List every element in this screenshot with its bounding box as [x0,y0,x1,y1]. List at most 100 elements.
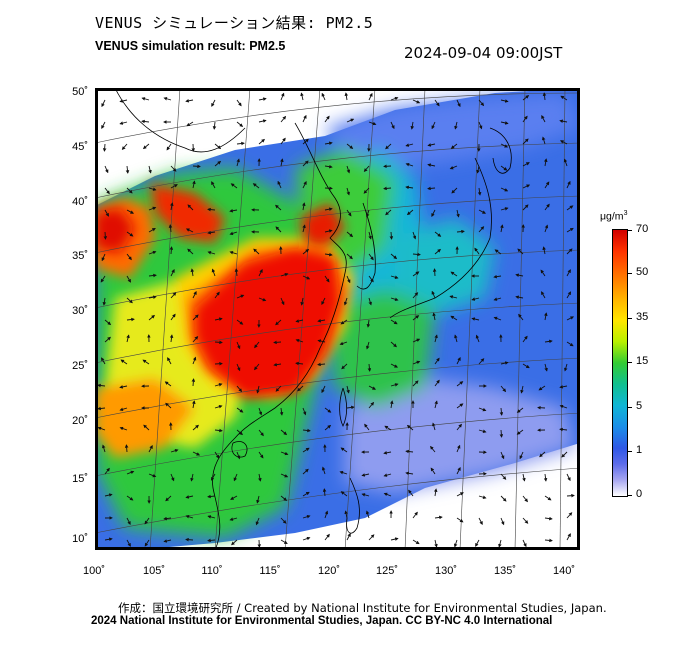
wind-arrow [236,319,244,325]
wind-arrow [211,181,216,189]
lat-label-20: 20˚ [72,415,88,427]
wind-arrow [478,99,485,107]
wind-arrow [258,119,267,123]
wind-arrow [559,404,568,409]
wind-arrow [126,334,130,343]
wind-arrow [542,92,547,101]
wind-arrow [560,140,568,145]
wind-arrow [368,401,375,409]
wind-arrow [231,539,238,546]
wind-arrow [126,495,134,501]
wind-arrow [522,115,528,123]
wind-arrow [561,451,568,458]
wind-arrow [252,183,260,189]
wind-arrow [126,470,135,475]
wind-arrow [431,290,436,299]
wind-arrow [170,202,174,211]
wind-arrow [295,319,304,323]
wind-arrow [101,253,106,262]
wind-arrow [544,495,552,501]
wind-arrow [214,143,222,150]
wind-arrow [324,275,330,283]
wind-arrow [97,426,106,431]
wind-arrow [368,297,372,306]
wind-arrow [119,426,128,431]
wind-arrow [230,495,238,500]
wind-arrow [144,539,150,547]
wind-arrow [474,247,480,255]
wind-arrow [236,121,244,127]
wind-arrow [214,340,223,345]
concentration-field [95,88,580,550]
wind-arrow [516,429,524,435]
wind-arrow [434,231,442,237]
wind-arrow [427,186,436,191]
wind-arrow [295,361,304,366]
wind-arrow [500,207,509,211]
wind-arrow [434,99,440,107]
lon-label-105: 105˚ [142,565,166,577]
wind-arrow [412,292,419,299]
wind-arrow [144,517,150,525]
wind-arrow [192,451,201,456]
coast-philippines [346,477,360,534]
wind-arrow [475,539,480,547]
wind-arrow [302,447,310,453]
meridian-130 [459,88,481,550]
wind-arrow [317,362,326,367]
wind-arrow [258,473,262,482]
wind-arrow [126,231,134,237]
wind-arrow [254,363,260,371]
wind-arrow [454,121,458,130]
wind-arrow [229,208,238,213]
wind-arrow [97,406,106,411]
wind-arrow [185,495,194,499]
wind-arrow [541,136,546,145]
wind-arrow [456,423,462,431]
wind-arrow [103,231,108,240]
wind-arrow [390,121,395,130]
wind-arrow [104,209,109,217]
map-canvas [95,88,580,550]
wind-arrow [207,230,216,235]
wind-arrow [163,539,172,543]
wind-arrow [566,180,571,189]
cb-label-70: 70 [636,223,649,235]
wind-arrow [432,422,436,431]
wind-arrow [163,516,172,521]
wind-arrow [295,338,304,343]
wind-arrow [185,537,194,542]
wind-arrow [365,209,370,218]
wind-arrow [566,248,573,255]
wind-arrow [126,297,133,304]
wind-arrow [120,359,128,365]
wind-arrow [498,539,502,548]
wind-arrow [346,385,350,394]
wind-arrow [390,537,399,541]
wind-arrow [192,424,199,431]
meridian-110 [214,88,251,550]
wind-arrow [236,363,241,372]
wind-arrow [366,319,371,328]
wind-arrow [143,424,150,431]
wind-arrow [324,164,333,169]
wind-arrow [258,138,265,145]
wind-arrow [236,99,242,107]
wind-arrow [340,319,348,325]
wind-arrow [324,115,330,123]
wind-arrow [538,385,546,391]
wind-arrow [500,517,505,526]
wind-arrow [280,272,289,277]
pm25-map [95,88,580,550]
wind-arrow [229,250,238,255]
wind-arrow [102,297,107,306]
wind-arrow [383,473,392,477]
wind-arrow [406,209,414,216]
wind-arrow [275,226,282,233]
wind-arrow [258,269,263,277]
wind-arrow [456,381,464,387]
parallel-15 [95,412,580,477]
wind-arrow [280,495,288,501]
wind-arrow [302,138,309,145]
lon-label-140: 140˚ [552,565,576,577]
